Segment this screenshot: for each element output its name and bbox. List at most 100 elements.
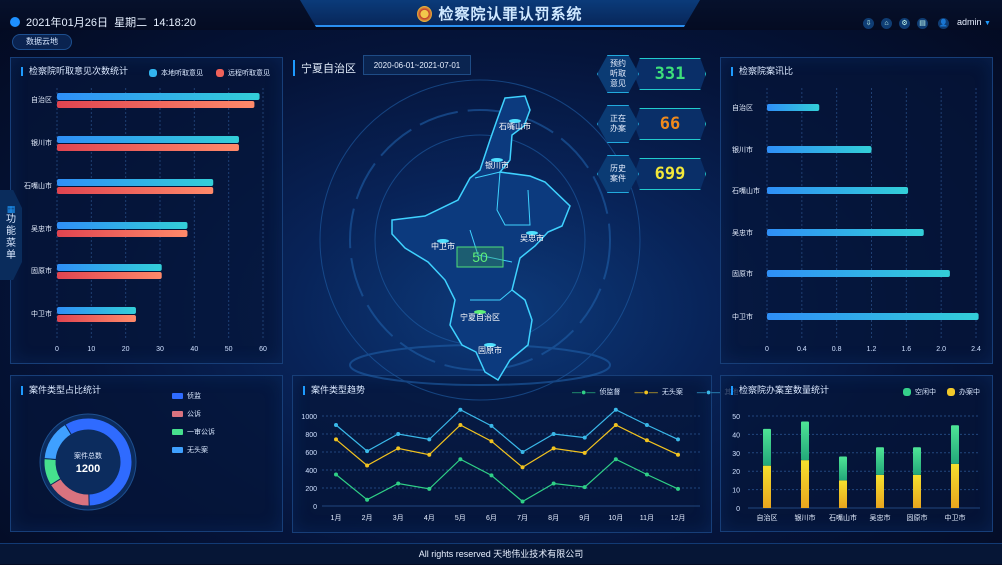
data-point: [551, 481, 556, 486]
x-tick-label: 2.0: [936, 346, 946, 353]
stat-label-text: 预约听取意见: [610, 59, 626, 88]
legend-item: 远程听取意见: [216, 68, 270, 78]
x-tick-label: 0.8: [832, 346, 842, 353]
bar: [767, 313, 979, 320]
donut-center-value: 1200: [76, 463, 100, 475]
map-marker: [491, 158, 503, 162]
y-tick-label: 40: [732, 432, 740, 439]
y-category-label: 银川市: [31, 138, 52, 147]
y-category-label: 中卫市: [31, 309, 52, 318]
data-point: [427, 452, 432, 457]
username: admin: [957, 17, 982, 27]
map-label: 吴忠市: [520, 233, 544, 243]
x-category-label: 固原市: [907, 513, 928, 522]
legend-item: 无头案: [172, 445, 215, 455]
clock-icon: [10, 17, 20, 27]
stat-value-history: 699: [634, 158, 706, 190]
bar: [57, 222, 188, 229]
panel-title: 检察院案讯比: [731, 67, 793, 76]
x-category-label: 石嘴山市: [829, 513, 857, 522]
x-tick-label: 30: [156, 346, 164, 353]
series-line: [335, 458, 679, 503]
map-marker: [474, 310, 486, 314]
x-tick-label: 0: [55, 346, 59, 353]
bar-segment: [763, 465, 771, 508]
y-tick-label: 0: [736, 506, 740, 513]
y-category-label: 中卫市: [732, 312, 753, 321]
data-point: [676, 437, 680, 442]
datetime: 2021年01月26日 星期二 14:18:20: [10, 14, 196, 30]
bar: [57, 307, 136, 314]
bar-segment: [763, 428, 771, 466]
y-tick-label: 200: [305, 486, 317, 493]
pie-legend: 侦监 公诉 一审公诉 无头案: [172, 391, 215, 463]
y-tick-label: 20: [732, 469, 740, 476]
data-point: [427, 486, 432, 491]
y-category-label: 自治区: [31, 95, 52, 104]
bar-segment: [913, 474, 921, 508]
data-point: [582, 450, 587, 455]
bar-segment: [801, 460, 809, 508]
bar: [57, 264, 162, 271]
x-category-label: 吴忠市: [870, 513, 891, 522]
y-category-label: 吴忠市: [31, 224, 52, 233]
bar-segment: [876, 474, 884, 508]
panel-title: 案件类型占比统计: [21, 386, 101, 395]
bar: [767, 146, 872, 153]
x-tick-label: 0: [765, 346, 769, 353]
data-point: [582, 485, 587, 490]
x-tick-label: 12月: [671, 514, 686, 522]
x-tick-label: 10月: [608, 514, 623, 522]
donut-slice: [43, 423, 72, 461]
data-point: [520, 450, 525, 454]
x-tick-label: 2.4: [971, 346, 981, 353]
panel-hearing-stats: [10, 57, 283, 364]
stat-value-in-progress: 66: [634, 108, 706, 140]
data-point: [520, 465, 525, 470]
data-point: [365, 497, 370, 502]
message-icon[interactable]: ▤: [917, 18, 928, 29]
y-category-label: 石嘴山市: [24, 181, 52, 190]
data-point: [489, 439, 494, 444]
data-point: [489, 473, 494, 478]
data-point: [334, 437, 338, 442]
region-title: 宁夏自治区: [293, 60, 356, 76]
data-point: [551, 432, 556, 436]
settings-icon[interactable]: ⚙: [899, 18, 910, 29]
bar: [767, 104, 820, 111]
user-icon[interactable]: 👤: [938, 18, 949, 29]
map-value-box: [456, 246, 504, 268]
download-icon[interactable]: ⇩: [863, 18, 874, 29]
home-icon[interactable]: ⌂: [881, 18, 892, 29]
ningxia-map: [391, 95, 571, 382]
function-menu-label: 功能菜单: [6, 214, 16, 261]
panel-interrogation-ratio: [720, 57, 993, 364]
bar-segment: [876, 447, 884, 475]
user-menu[interactable]: admin ▼: [957, 17, 991, 27]
bar: [57, 144, 239, 151]
bar-segment: [839, 456, 847, 481]
donut-center-label: 案件总数: [74, 451, 102, 460]
legend-item: —●— 无头案: [634, 387, 683, 397]
map-label: 中卫市: [431, 241, 455, 251]
data-point: [520, 499, 525, 504]
series-line: [335, 408, 679, 453]
data-point: [458, 457, 463, 462]
legend-item: 公诉: [172, 409, 215, 419]
data-point: [334, 423, 338, 427]
data-point: [334, 472, 338, 477]
map-marker: [526, 231, 538, 235]
stat-value-appointment: 331: [634, 58, 706, 90]
stat-label-text: 正在办案: [610, 114, 626, 133]
data-point: [613, 423, 618, 427]
donut-slice: [64, 417, 133, 507]
data-point: [613, 407, 618, 412]
legend-item: 本地听取意见: [149, 68, 203, 78]
data-point: [676, 452, 680, 457]
function-menu-tab[interactable]: ▦ 功能菜单: [0, 190, 22, 280]
y-tick-label: 0: [313, 504, 317, 511]
data-cloud-button[interactable]: 数据云地: [12, 34, 72, 50]
bar-segment: [839, 480, 847, 508]
date-range-picker[interactable]: 2020-06-01~2021-07-01: [363, 55, 471, 75]
x-tick-label: 3月: [393, 514, 404, 522]
